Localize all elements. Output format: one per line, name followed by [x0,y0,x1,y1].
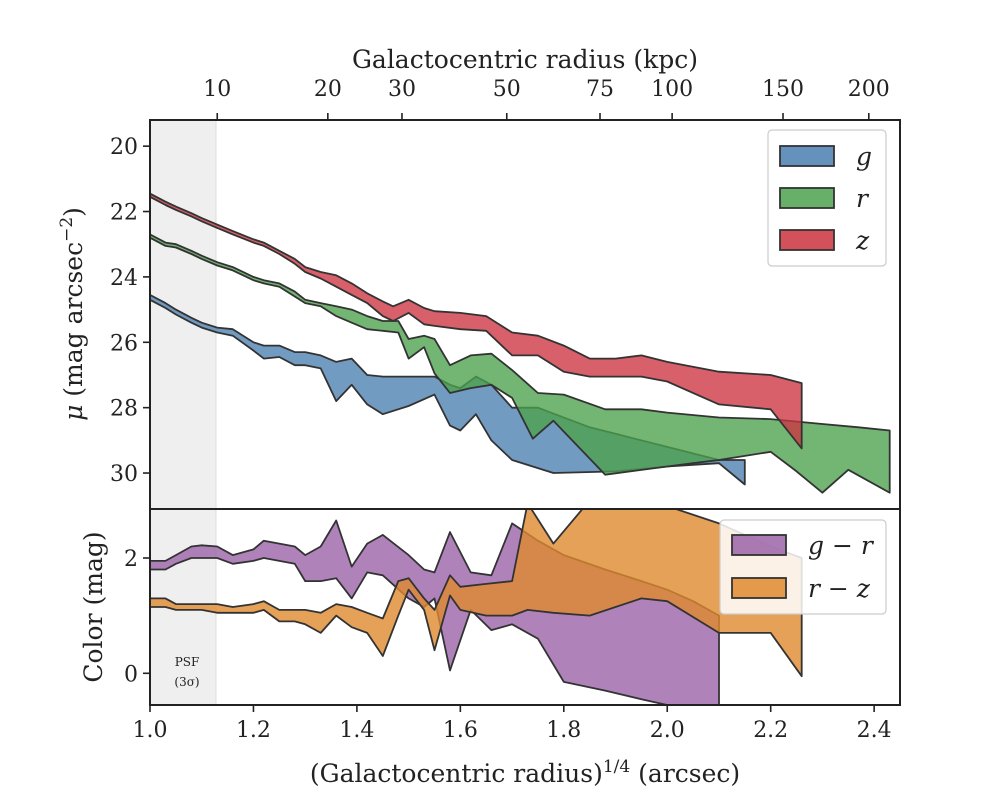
top-kpc-tick-label: 150 [762,77,804,102]
psf-label-line2: (3σ) [174,675,199,689]
band-r [150,233,891,494]
lower-legend: g − r r − z [719,519,887,615]
upper-y-tick-label: 20 [110,135,138,160]
lower-panel: 02 1.0 1.2 1.4 1.6 1.8 2.0 2.2 2.4 PSF (3σ) Col… [79,508,901,788]
legend-swatch-r [779,187,835,209]
band-r-minus-z [150,509,803,678]
legend-swatch-g [779,145,835,167]
top-kpc-tick-label: 100 [651,77,693,102]
upper-y-tick-label: 24 [110,266,138,291]
upper-panel: 20 22 24 26 28 30 10 20 30 50 75 100 150 200 Galacto… [57,45,901,510]
upper-y-ticks: 20 22 24 26 28 30 [110,135,150,487]
upper-y-axis-title: μ (mag arcsec−2) [57,207,88,421]
lower-y-axis-title: Color (mag) [79,531,108,682]
upper-legend-entries: grz [779,142,872,255]
legend-label-r: r [856,184,870,213]
upper-legend: grz [767,129,887,267]
x-tick-label: 1.8 [546,718,581,743]
upper-y-tick-label: 26 [110,331,138,356]
top-kpc-tick-label: 30 [388,77,416,102]
legend-label-r-minus-z: r − z [808,574,871,603]
upper-y-tick-label: 30 [110,462,138,487]
legend-label-z: z [855,226,870,255]
lower-y-ticks: 02 [124,547,150,687]
x-tick-label: 1.2 [236,718,271,743]
x-axis-ticks: 1.0 1.2 1.4 1.6 1.8 2.0 2.2 2.4 [133,705,892,743]
top-kpc-tick-label: 10 [203,77,231,102]
x-tick-label: 2.0 [650,718,685,743]
legend-swatch-r-minus-z [731,577,787,599]
upper-area-group [150,192,891,494]
top-kpc-ticks: 10 20 30 50 75 100 150 200 [203,77,890,120]
x-axis-title: (Galactocentric radius)1/4 (arcsec) [310,757,740,788]
x-tick-label: 2.2 [753,718,788,743]
x-tick-label: 1.4 [339,718,374,743]
lower-y-tick-label: 0 [124,662,138,687]
legend-swatch-z [779,229,835,251]
legend-label-g: g [856,142,872,171]
legend-swatch-g-minus-r [731,534,787,556]
x-tick-label: 1.6 [443,718,478,743]
upper-y-tick-label: 28 [110,397,138,422]
top-kpc-tick-label: 50 [493,77,521,102]
psf-label-line1: PSF [175,655,200,669]
top-kpc-tick-label: 200 [848,77,890,102]
legend-label-g-minus-r: g − r [808,531,875,560]
lower-legend-entries: g − r r − z [731,531,875,603]
top-axis-title: Galactocentric radius (kpc) [352,45,698,74]
x-tick-label: 2.4 [857,718,892,743]
lower-frame [149,508,901,706]
top-kpc-tick-label: 20 [314,77,342,102]
lower-area-group [150,509,803,705]
lower-y-tick-label: 2 [124,547,138,572]
band-z [150,192,803,450]
top-kpc-tick-label: 75 [586,77,614,102]
upper-y-tick-label: 22 [110,201,138,226]
x-tick-label: 1.0 [133,718,168,743]
